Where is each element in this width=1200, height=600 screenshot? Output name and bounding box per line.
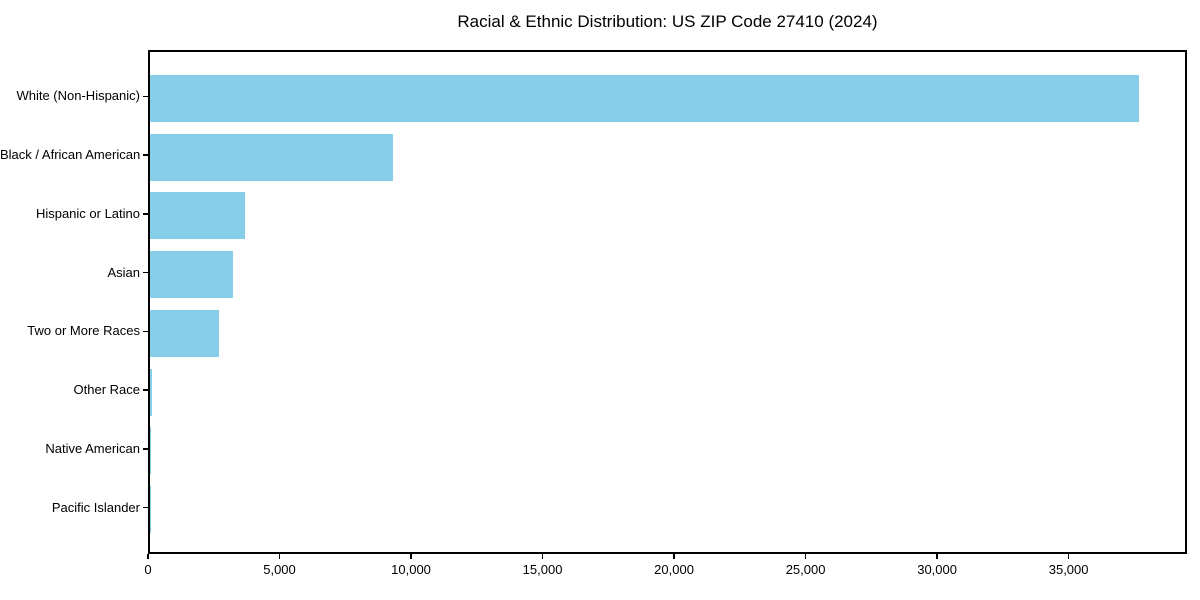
y-axis-label-4: Two or More Races [27, 323, 140, 339]
plot-area [148, 50, 1187, 554]
bar-4 [150, 309, 219, 357]
x-tick-2 [410, 554, 412, 559]
chart-title: Racial & Ethnic Distribution: US ZIP Cod… [457, 12, 878, 31]
bar-3 [150, 251, 233, 299]
x-tick-label-6: 30,000 [917, 562, 957, 577]
y-tick-7 [143, 506, 148, 509]
x-tick-label-1: 5,000 [263, 562, 296, 577]
y-tick-1 [143, 154, 148, 156]
x-tick-4 [673, 554, 675, 559]
y-axis-label-5: Other Race [73, 382, 140, 398]
x-tick-6 [936, 554, 938, 559]
x-tick-5 [804, 554, 807, 559]
x-tick-label-7: 35,000 [1048, 562, 1089, 577]
y-tick-0 [143, 95, 148, 98]
bar-0 [150, 74, 1140, 122]
bar-2 [150, 192, 245, 240]
x-tick-label-3: 15,000 [522, 562, 563, 577]
y-tick-5 [143, 389, 148, 391]
y-tick-3 [143, 271, 148, 274]
y-axis-label-7: Pacific Islander [51, 499, 140, 515]
y-axis-label-0: White (Non-Hispanic) [16, 88, 140, 104]
x-tick-label-5: 25,000 [785, 562, 826, 577]
x-tick-3 [541, 554, 544, 559]
x-tick-label-4: 20,000 [654, 562, 694, 577]
y-tick-4 [143, 330, 148, 333]
bar-1 [150, 133, 393, 181]
y-axis-label-2: Hispanic or Latino [35, 205, 140, 221]
x-tick-label-0: 0 [144, 562, 152, 577]
bar-5 [150, 368, 152, 416]
y-axis-label-3: Asian [107, 264, 140, 280]
x-tick-1 [278, 554, 281, 559]
x-tick-7 [1067, 554, 1070, 559]
x-tick-label-2: 10,000 [391, 562, 431, 577]
y-tick-6 [143, 448, 148, 450]
y-axis-label-6: Native American [45, 440, 140, 456]
x-tick-0 [147, 554, 149, 559]
bar-6 [150, 427, 152, 475]
y-tick-2 [143, 213, 148, 215]
y-axis-label-1: Black / African American [0, 147, 141, 163]
